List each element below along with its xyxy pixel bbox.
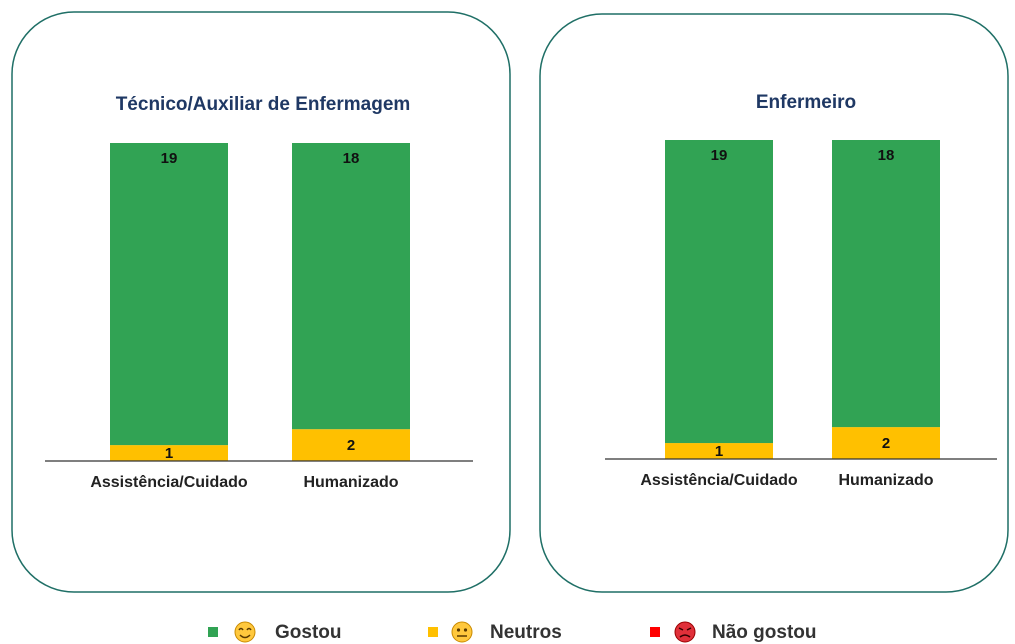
legend-label: Gostou <box>275 622 342 643</box>
bar-segment <box>110 143 228 446</box>
chart-title: Técnico/Auxiliar de Enfermagem <box>116 94 411 115</box>
data-label: 18 <box>343 150 360 167</box>
chart-title: Enfermeiro <box>756 92 856 113</box>
data-label: 1 <box>165 445 173 462</box>
emoji-happy <box>234 621 256 643</box>
emoji-angry <box>674 621 696 643</box>
data-label: 2 <box>882 435 890 452</box>
data-label: 2 <box>347 437 355 454</box>
x-tick-label: Humanizado <box>838 472 933 489</box>
legend-swatch <box>428 627 438 637</box>
bar-segment <box>110 445 228 461</box>
bar-segment <box>292 429 410 461</box>
legend-swatch <box>208 627 218 637</box>
data-label: 18 <box>878 147 895 164</box>
x-tick-label: Assistência/Cuidado <box>90 474 248 491</box>
emoji-neutral <box>451 621 473 643</box>
x-tick-label: Assistência/Cuidado <box>640 472 798 489</box>
data-label: 19 <box>161 150 178 167</box>
legend-label: Não gostou <box>712 622 817 643</box>
legend: Gostou Neutros Não gostou <box>208 621 817 643</box>
bar-segment <box>292 143 410 430</box>
x-tick-label: Humanizado <box>303 474 398 491</box>
legend-swatch <box>650 627 660 637</box>
data-label: 19 <box>711 147 728 164</box>
legend-label: Neutros <box>490 622 562 643</box>
bar-segment <box>832 140 940 428</box>
bar-segment <box>665 140 773 444</box>
data-label: 1 <box>715 443 723 460</box>
bar-segment <box>832 427 940 459</box>
bar-segment <box>665 443 773 459</box>
